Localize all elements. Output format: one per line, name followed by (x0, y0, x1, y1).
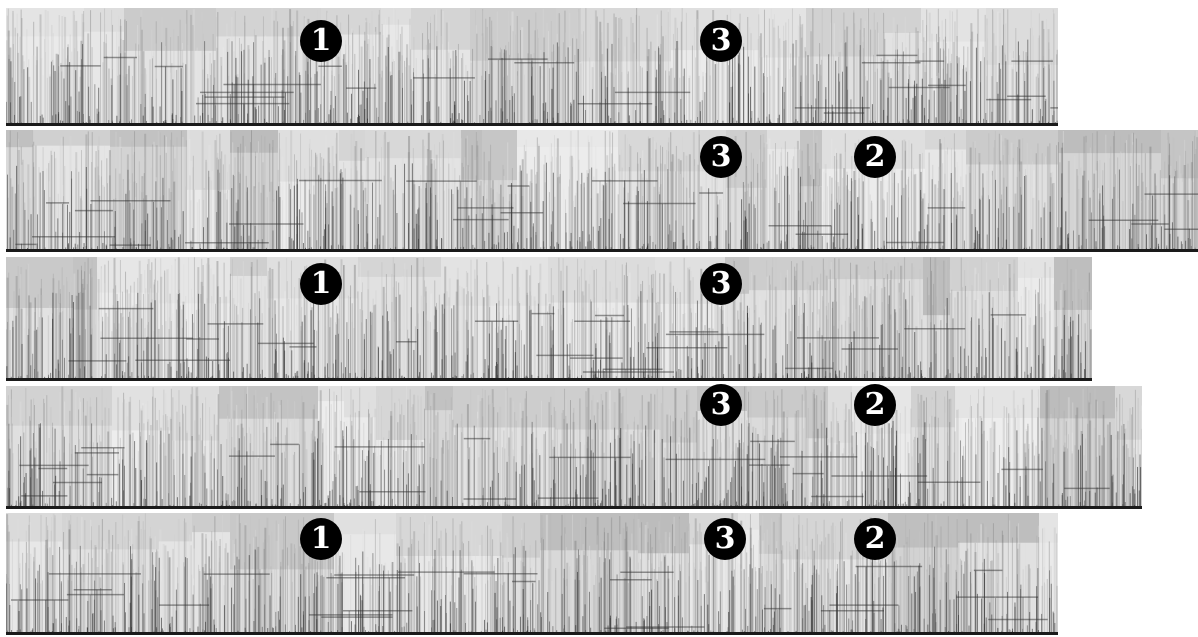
marker-1: 1 (300, 20, 342, 62)
marker-3: 3 (700, 20, 742, 62)
marker-1: 1 (300, 263, 342, 305)
spectrogram-strip-3 (6, 257, 1092, 381)
marker-1: 1 (300, 518, 342, 560)
marker-3: 3 (704, 518, 746, 560)
spectrogram-strip-5 (6, 513, 1058, 635)
marker-2: 2 (854, 518, 896, 560)
marker-2: 2 (854, 384, 896, 426)
spectrogram-strip-2 (6, 130, 1198, 252)
spectrogram-strip-4 (6, 386, 1142, 509)
spectrogram-image-5 (6, 513, 1058, 635)
spectrogram-image-2 (6, 130, 1198, 252)
marker-3: 3 (700, 263, 742, 305)
spectrogram-image-3 (6, 257, 1092, 381)
marker-3: 3 (700, 136, 742, 178)
spectrogram-image-1 (6, 8, 1058, 126)
marker-3: 3 (700, 384, 742, 426)
spectrogram-image-4 (6, 386, 1142, 509)
marker-2: 2 (854, 136, 896, 178)
spectrogram-strip-1 (6, 8, 1058, 126)
